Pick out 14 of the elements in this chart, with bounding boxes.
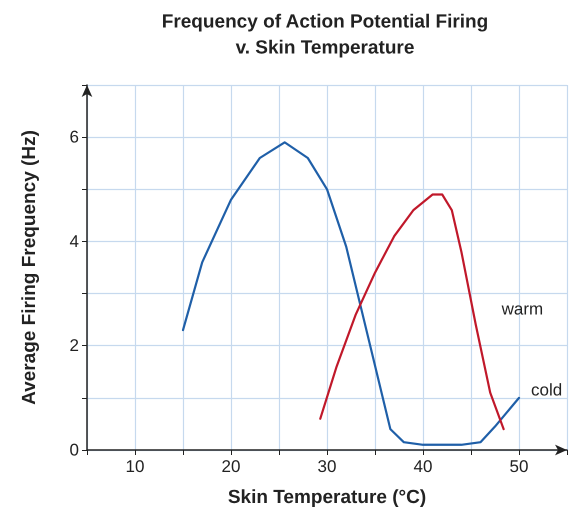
- x-tick-label: 10: [126, 457, 144, 476]
- series-label: cold: [531, 380, 562, 400]
- chart-title: Frequency of Action Potential Firing v. Skin Temperature: [162, 12, 488, 58]
- x-axis-title: Skin Temperature (°C): [228, 487, 426, 508]
- x-tick-label: 30: [318, 457, 336, 476]
- y-tick-label: 2: [70, 336, 79, 356]
- y-tick-label: 0: [70, 440, 79, 460]
- series-label: warm: [500, 300, 544, 319]
- x-tick-label: 50: [510, 457, 528, 476]
- y-tick-label: 6: [70, 128, 79, 147]
- y-axis-title: Average Firing Frequency (Hz): [19, 130, 40, 405]
- x-tick-label: 40: [414, 457, 432, 476]
- y-tick-label: 4: [70, 232, 79, 251]
- x-tick-label: 20: [222, 457, 240, 476]
